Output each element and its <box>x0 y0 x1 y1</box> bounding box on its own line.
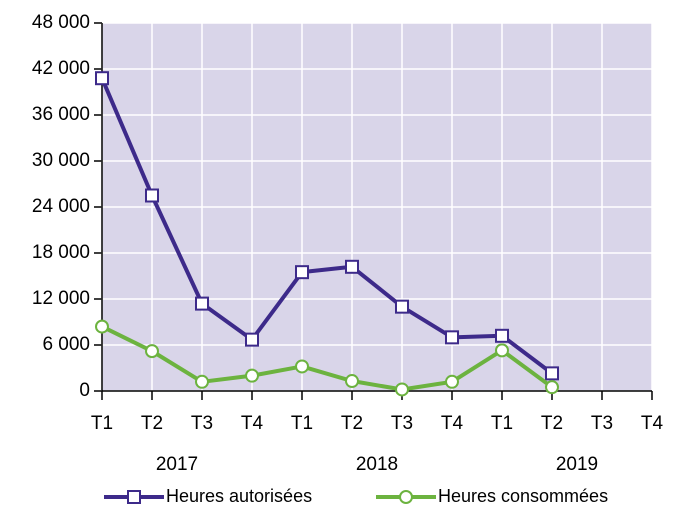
x-tick-label: T2 <box>341 413 363 434</box>
y-tick-label: 48 000 <box>32 12 90 33</box>
marker <box>145 344 159 359</box>
marker <box>395 382 409 397</box>
y-tick-label: 0 <box>79 380 90 401</box>
marker <box>95 319 109 334</box>
marker <box>245 368 259 383</box>
y-tick-label: 42 000 <box>32 58 90 79</box>
marker <box>495 328 509 343</box>
marker <box>395 299 409 314</box>
marker <box>445 330 459 345</box>
x-tick-label: T3 <box>591 413 613 434</box>
y-tick-label: 24 000 <box>32 196 90 217</box>
marker <box>345 374 359 389</box>
x-tick-label: T4 <box>241 413 264 434</box>
y-tick-label: 12 000 <box>32 288 90 309</box>
marker <box>495 343 509 358</box>
marker <box>545 366 559 381</box>
y-tick-label: 36 000 <box>32 104 90 125</box>
y-tick-label: 30 000 <box>32 150 90 171</box>
x-tick-label: T1 <box>291 413 313 434</box>
marker <box>445 374 459 389</box>
marker <box>195 296 209 311</box>
x-tick-label: T4 <box>641 413 664 434</box>
group-label: 2019 <box>556 454 598 475</box>
x-tick-label: T2 <box>141 413 163 434</box>
group-label: 2018 <box>356 454 398 475</box>
marker <box>345 259 359 274</box>
marker <box>195 374 209 389</box>
marker <box>295 265 309 280</box>
y-tick-label: 18 000 <box>32 242 90 263</box>
x-tick-label: T1 <box>91 413 113 434</box>
marker <box>145 188 159 203</box>
legend-label: Heures autorisées <box>166 486 312 506</box>
x-tick-label: T4 <box>441 413 464 434</box>
x-tick-label: T2 <box>541 413 563 434</box>
marker <box>127 490 141 504</box>
x-tick-label: T3 <box>191 413 213 434</box>
series-line <box>100 77 554 375</box>
marker <box>545 380 559 395</box>
marker <box>399 490 413 504</box>
marker <box>245 332 259 347</box>
marker <box>295 359 309 374</box>
marker <box>95 71 109 86</box>
x-tick-label: T1 <box>491 413 513 434</box>
y-tick-label: 6 000 <box>42 334 90 355</box>
series-line <box>101 324 554 392</box>
x-tick-label: T3 <box>391 413 413 434</box>
legend-label: Heures consommées <box>438 486 608 506</box>
group-label: 2017 <box>156 454 198 475</box>
